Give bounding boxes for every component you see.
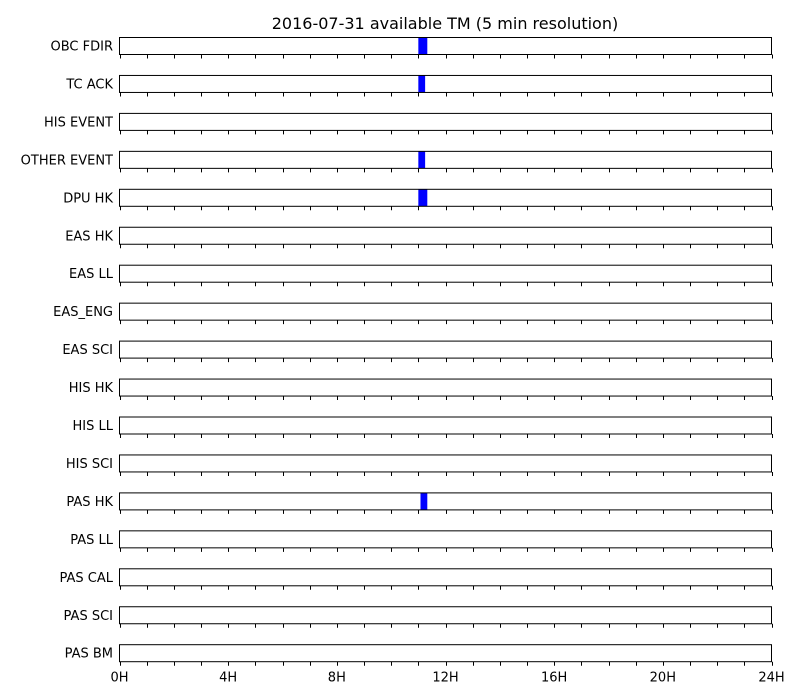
row-label: PAS HK (66, 495, 113, 510)
x-axis: 0H 4H 8H 12H 16H 20H 24H (110, 671, 784, 686)
row-label: EAS SCI (62, 343, 113, 358)
row-label: PAS BM (65, 647, 113, 662)
row-frame (119, 454, 772, 473)
availability-bar (418, 151, 426, 169)
row-frame (119, 37, 772, 55)
x-tick-label: 20H (650, 671, 676, 686)
timeline-row: HIS EVENT (44, 112, 773, 135)
row-frame (119, 188, 772, 207)
row-label: HIS LL (73, 419, 114, 434)
row-frame (119, 226, 772, 245)
row-frame (119, 74, 772, 93)
row-label: OTHER EVENT (21, 153, 113, 168)
timeline-row: PAS LL (70, 530, 773, 552)
row-label: HIS SCI (66, 457, 113, 472)
row-label: PAS CAL (60, 571, 114, 586)
row-label: PAS LL (70, 533, 114, 548)
timeline-row: OTHER EVENT (21, 150, 773, 173)
row-frame (119, 644, 772, 663)
row-frame (119, 568, 772, 587)
timeline-row: PAS BM (65, 644, 773, 666)
availability-bar (418, 189, 428, 207)
x-tick-label: 24H (758, 671, 784, 686)
row-frame (119, 492, 772, 511)
row-frame (119, 112, 772, 131)
row-frame (119, 340, 772, 359)
row-frame (119, 302, 772, 321)
availability-bar (418, 75, 426, 93)
row-label: PAS SCI (64, 609, 113, 624)
timeline-row: TC ACK (65, 74, 773, 97)
row-frame (119, 378, 772, 397)
timeline-row: HIS LL (73, 416, 773, 438)
x-tick-label: 16H (541, 671, 567, 686)
row-frame (119, 530, 772, 549)
availability-bar (420, 492, 428, 510)
timeline-row: HIS HK (69, 378, 773, 401)
rows-layer: OBC FDIR TC ACK HIS EVENT OTHER EVENT DPU HK… (21, 37, 773, 666)
row-label: EAS_ENG (53, 305, 113, 320)
row-frame (119, 150, 772, 169)
timeline-row: OBC FDIR (51, 37, 773, 59)
row-frame (119, 606, 772, 625)
row-label: EAS LL (69, 267, 114, 282)
row-frame (119, 264, 772, 283)
x-tick-label: 0H (110, 671, 128, 686)
timeline-row: EAS HK (65, 226, 773, 249)
x-tick-label: 4H (219, 671, 237, 686)
row-label: HIS HK (69, 381, 114, 396)
timeline-row: EAS SCI (62, 340, 773, 363)
x-tick-label: 8H (328, 671, 346, 686)
timeline-row: PAS CAL (60, 568, 773, 590)
row-label: HIS EVENT (44, 115, 113, 130)
timeline-row: PAS SCI (64, 606, 773, 628)
row-label: TC ACK (65, 77, 113, 92)
chart-title: 2016-07-31 available TM (5 min resolutio… (272, 14, 618, 33)
row-frame (119, 416, 772, 435)
timeline-row: EAS LL (69, 264, 773, 287)
row-label: DPU HK (63, 191, 113, 206)
row-label: OBC FDIR (51, 40, 114, 55)
timeline-row: PAS HK (66, 492, 773, 514)
timeline-row: EAS_ENG (53, 302, 773, 325)
x-tick-label: 12H (432, 671, 458, 686)
timeline-row: HIS SCI (66, 454, 773, 476)
availability-bar (418, 37, 428, 55)
row-label: EAS HK (65, 229, 113, 244)
timeline-row: DPU HK (63, 188, 773, 211)
